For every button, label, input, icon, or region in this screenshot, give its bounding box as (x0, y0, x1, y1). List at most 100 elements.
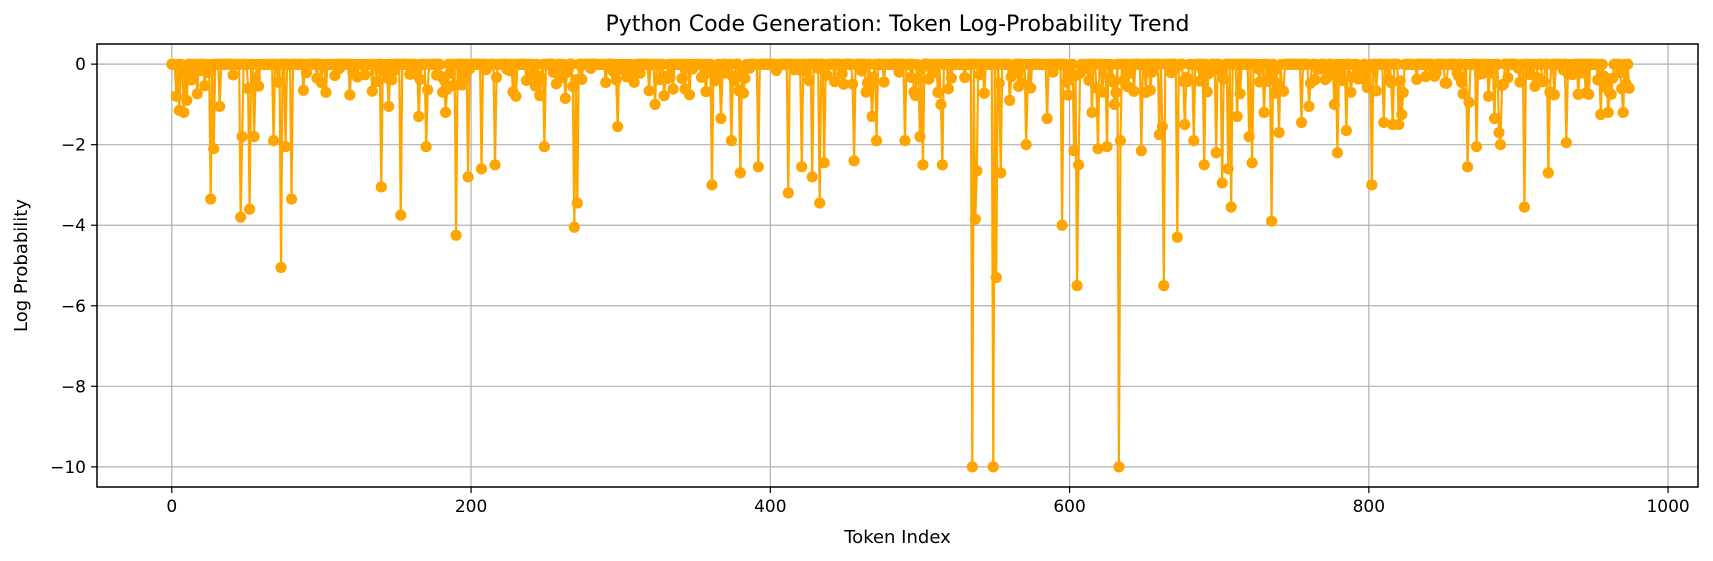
data-point (848, 155, 860, 167)
data-point (1025, 82, 1037, 94)
data-point (1514, 76, 1526, 88)
series-markers (166, 58, 1635, 473)
data-point (1455, 76, 1468, 89)
data-point (444, 67, 456, 79)
data-point (1605, 88, 1617, 100)
data-point (987, 461, 999, 473)
data-point (739, 72, 751, 85)
data-point (1331, 147, 1343, 159)
data-point (214, 100, 226, 113)
data-point (227, 69, 239, 81)
data-point (969, 213, 981, 225)
data-point (1370, 85, 1382, 97)
data-point (1107, 76, 1119, 88)
data-point (1135, 145, 1147, 157)
data-point (253, 80, 265, 92)
data-point (1128, 85, 1140, 97)
data-point (489, 159, 501, 171)
data-point (315, 76, 328, 89)
data-point (1488, 112, 1501, 125)
chart-title: Python Code Generation: Token Log-Probab… (605, 12, 1189, 37)
data-point (1062, 89, 1074, 101)
data-point (1457, 88, 1469, 100)
data-point (1602, 106, 1614, 119)
data-point (1265, 215, 1278, 227)
data-point (1234, 88, 1246, 100)
x-tick-label: 600 (1053, 497, 1085, 517)
data-point (1144, 84, 1156, 96)
y-tick-label: −6 (61, 297, 86, 317)
data-point (914, 131, 926, 143)
data-point (1092, 143, 1104, 155)
data-point (634, 67, 646, 79)
y-tick-label: −2 (61, 136, 86, 156)
data-point (366, 85, 378, 97)
data-point (966, 461, 978, 473)
data-point (821, 69, 833, 81)
data-point (1258, 106, 1270, 119)
data-point (829, 76, 841, 88)
data-point (1493, 127, 1505, 139)
data-point (706, 179, 718, 191)
data-point (450, 229, 462, 241)
data-point (700, 86, 712, 98)
data-point (1096, 86, 1109, 98)
data-point (725, 135, 738, 147)
data-point (1231, 110, 1243, 123)
data-point (1411, 73, 1423, 85)
data-point (796, 161, 808, 173)
data-point (942, 83, 954, 95)
data-point (1396, 108, 1408, 121)
data-point (1188, 135, 1200, 147)
data-point (803, 75, 815, 87)
data-point (1222, 163, 1234, 175)
data-point (731, 58, 744, 70)
data-point (728, 74, 741, 87)
data-point (1246, 157, 1258, 169)
data-point (1179, 118, 1191, 131)
data-point (285, 193, 298, 205)
data-point (1385, 77, 1397, 89)
data-point (866, 110, 878, 123)
data-point (1614, 67, 1626, 79)
data-point (1108, 98, 1121, 111)
data-point (945, 72, 957, 84)
data-point (870, 135, 883, 147)
data-point (559, 92, 571, 104)
data-point (1378, 116, 1390, 129)
data-point (814, 197, 826, 209)
data-point (1123, 67, 1136, 79)
data-point (1518, 201, 1531, 213)
data-point (909, 89, 922, 102)
data-point (576, 73, 588, 85)
data-point (912, 73, 925, 85)
data-point (1225, 201, 1237, 213)
data-point (1441, 77, 1453, 89)
data-point (1277, 85, 1290, 97)
data-point (995, 167, 1007, 179)
data-point (1071, 280, 1083, 292)
data-point (1393, 118, 1405, 131)
y-tick-label: −10 (50, 458, 86, 478)
data-point (836, 68, 848, 80)
data-point (170, 90, 182, 102)
y-axis-ticks: 0 −2 −4 −6 −8 −10 (50, 55, 97, 478)
data-point (275, 261, 287, 274)
data-point (459, 73, 471, 85)
data-point (683, 89, 696, 101)
data-point (1218, 73, 1230, 85)
data-point (1336, 75, 1348, 87)
data-point (978, 87, 990, 99)
data-point (1171, 231, 1183, 243)
log-probability-series (166, 58, 1635, 473)
data-point (386, 74, 398, 86)
data-point (878, 76, 890, 88)
data-point (1086, 106, 1098, 119)
data-point (279, 141, 292, 153)
data-point (1273, 127, 1285, 139)
data-point (235, 211, 247, 223)
data-point (1110, 86, 1122, 99)
data-point (971, 165, 983, 177)
data-point (867, 71, 880, 83)
data-point (440, 106, 452, 119)
